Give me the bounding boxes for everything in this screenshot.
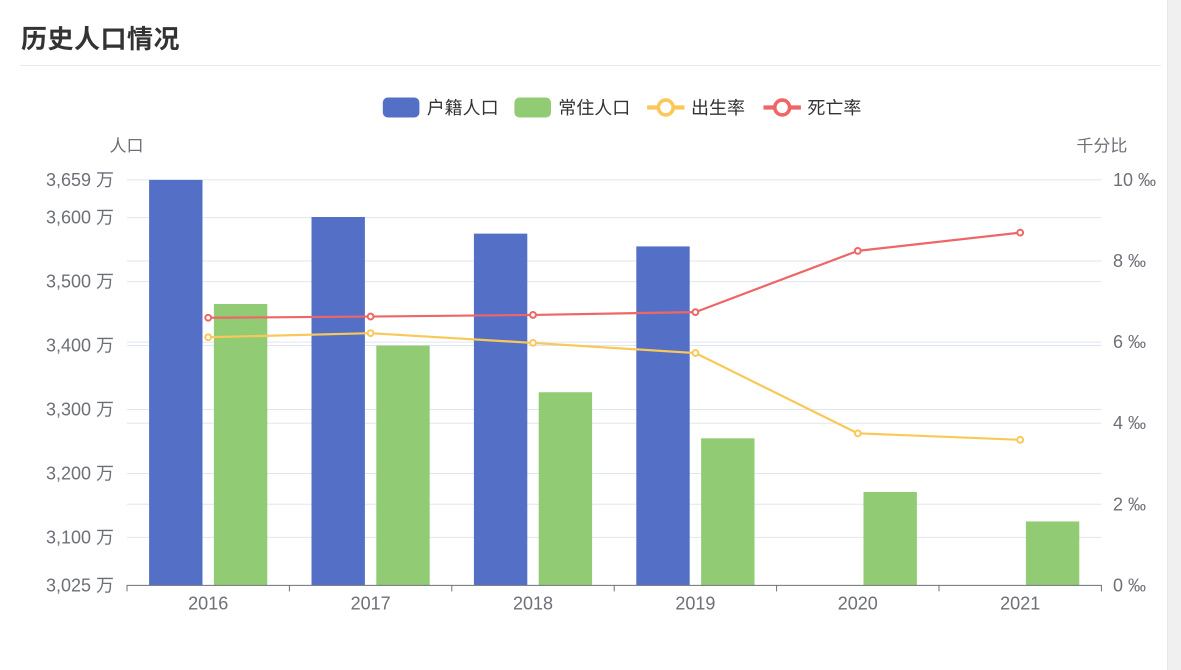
y-right-label-6: 6 ‰: [1113, 332, 1146, 352]
legend-label-resident-population: 常住人口: [558, 98, 630, 118]
x-label-2017: 2017: [351, 594, 391, 614]
bar-series-registered-population: [149, 179, 690, 586]
marker-birth-rate-2019[interactable]: [691, 349, 700, 357]
y-left-label-3025: 3,025 万: [46, 575, 114, 595]
marker-death-rate-2018[interactable]: [529, 311, 537, 319]
marker-birth-rate-2020[interactable]: [853, 429, 862, 438]
y-left-label-3500: 3,500 万: [46, 272, 114, 292]
x-axis: [126, 584, 1102, 592]
bar-registered-population-2019[interactable]: [636, 246, 690, 586]
legend-marker-death-rate: [772, 98, 792, 117]
x-label-2020: 2020: [838, 594, 878, 614]
x-label-2016: 2016: [188, 594, 228, 614]
y-left-label-3600: 3,600 万: [46, 208, 114, 228]
x-label-2019: 2019: [675, 594, 715, 614]
legend-swatch-resident-population: [514, 97, 551, 118]
marker-birth-rate-2016[interactable]: [204, 333, 213, 342]
bar-registered-population-2017[interactable]: [311, 216, 365, 586]
legend-label-registered-population: 户籍人口: [427, 98, 499, 118]
y-left-label-3100: 3,100 万: [46, 527, 114, 547]
title-divider: [20, 65, 1161, 66]
bar-series-resident-population: [213, 303, 1080, 586]
line-death-rate: [207, 231, 1022, 319]
marker-death-rate-2019[interactable]: [691, 308, 700, 316]
marker-birth-rate-2021[interactable]: [1016, 435, 1025, 444]
marker-birth-rate-2017[interactable]: [366, 329, 375, 338]
chart-legend: 户籍人口 常住人口 出生率 死亡率: [382, 97, 862, 119]
bar-registered-population-2018[interactable]: [473, 233, 528, 586]
marker-death-rate-2021[interactable]: [1016, 228, 1025, 237]
y-right-axis-name: 千分比: [1076, 137, 1127, 156]
y-right-label-10: 10 ‰: [1113, 170, 1156, 190]
y-left-label-3200: 3,200 万: [46, 463, 114, 483]
line-series-death-rate: [204, 228, 1025, 322]
y-left-label-3400: 3,400 万: [46, 336, 114, 356]
x-label-2018: 2018: [513, 594, 553, 614]
legend-item-death-rate[interactable]: 死亡率: [763, 98, 862, 118]
y-right-label-2: 2 ‰: [1113, 494, 1146, 514]
bar-resident-population-2021[interactable]: [1025, 521, 1080, 586]
legend-item-resident-population[interactable]: 常住人口: [514, 97, 630, 119]
legend-marker-birth-rate: [656, 98, 675, 117]
marker-birth-rate-2018[interactable]: [529, 339, 537, 347]
y-right-label-8: 8 ‰: [1113, 251, 1146, 271]
y-right-label-4: 4 ‰: [1113, 413, 1146, 433]
legend-swatch-registered-population: [382, 97, 420, 118]
legend-label-death-rate: 死亡率: [807, 98, 861, 118]
axis-labels: 3,025 万 3,100 万 3,200 万 3,300 万 3,400 万 3,500…: [46, 170, 1156, 614]
vertical-scrollbar[interactable]: [1167, 0, 1181, 670]
marker-death-rate-2020[interactable]: [853, 246, 862, 255]
legend-item-registered-population[interactable]: 户籍人口: [382, 97, 499, 119]
marker-death-rate-2017[interactable]: [366, 312, 375, 321]
page-title: 历史人口情况: [21, 24, 181, 54]
y-left-axis-name: 人口: [110, 137, 144, 156]
legend-item-birth-rate[interactable]: 出生率: [647, 98, 745, 118]
bar-registered-population-2016[interactable]: [149, 179, 203, 586]
bar-resident-population-2016[interactable]: [213, 303, 268, 586]
line-birth-rate: [207, 332, 1022, 441]
y-left-label-3659: 3,659 万: [46, 170, 114, 190]
x-label-2021: 2021: [1000, 594, 1040, 614]
y-left-label-3300: 3,300 万: [46, 400, 114, 420]
bar-resident-population-2019[interactable]: [701, 438, 755, 586]
bar-resident-population-2020[interactable]: [863, 492, 917, 586]
legend-label-birth-rate: 出生率: [691, 98, 745, 118]
grid-lines: [127, 179, 1102, 538]
line-series-birth-rate: [204, 329, 1025, 444]
bar-resident-population-2017[interactable]: [376, 345, 430, 586]
y-right-label-0: 0 ‰: [1113, 575, 1146, 595]
bar-resident-population-2018[interactable]: [538, 392, 593, 586]
marker-death-rate-2016[interactable]: [204, 313, 213, 322]
